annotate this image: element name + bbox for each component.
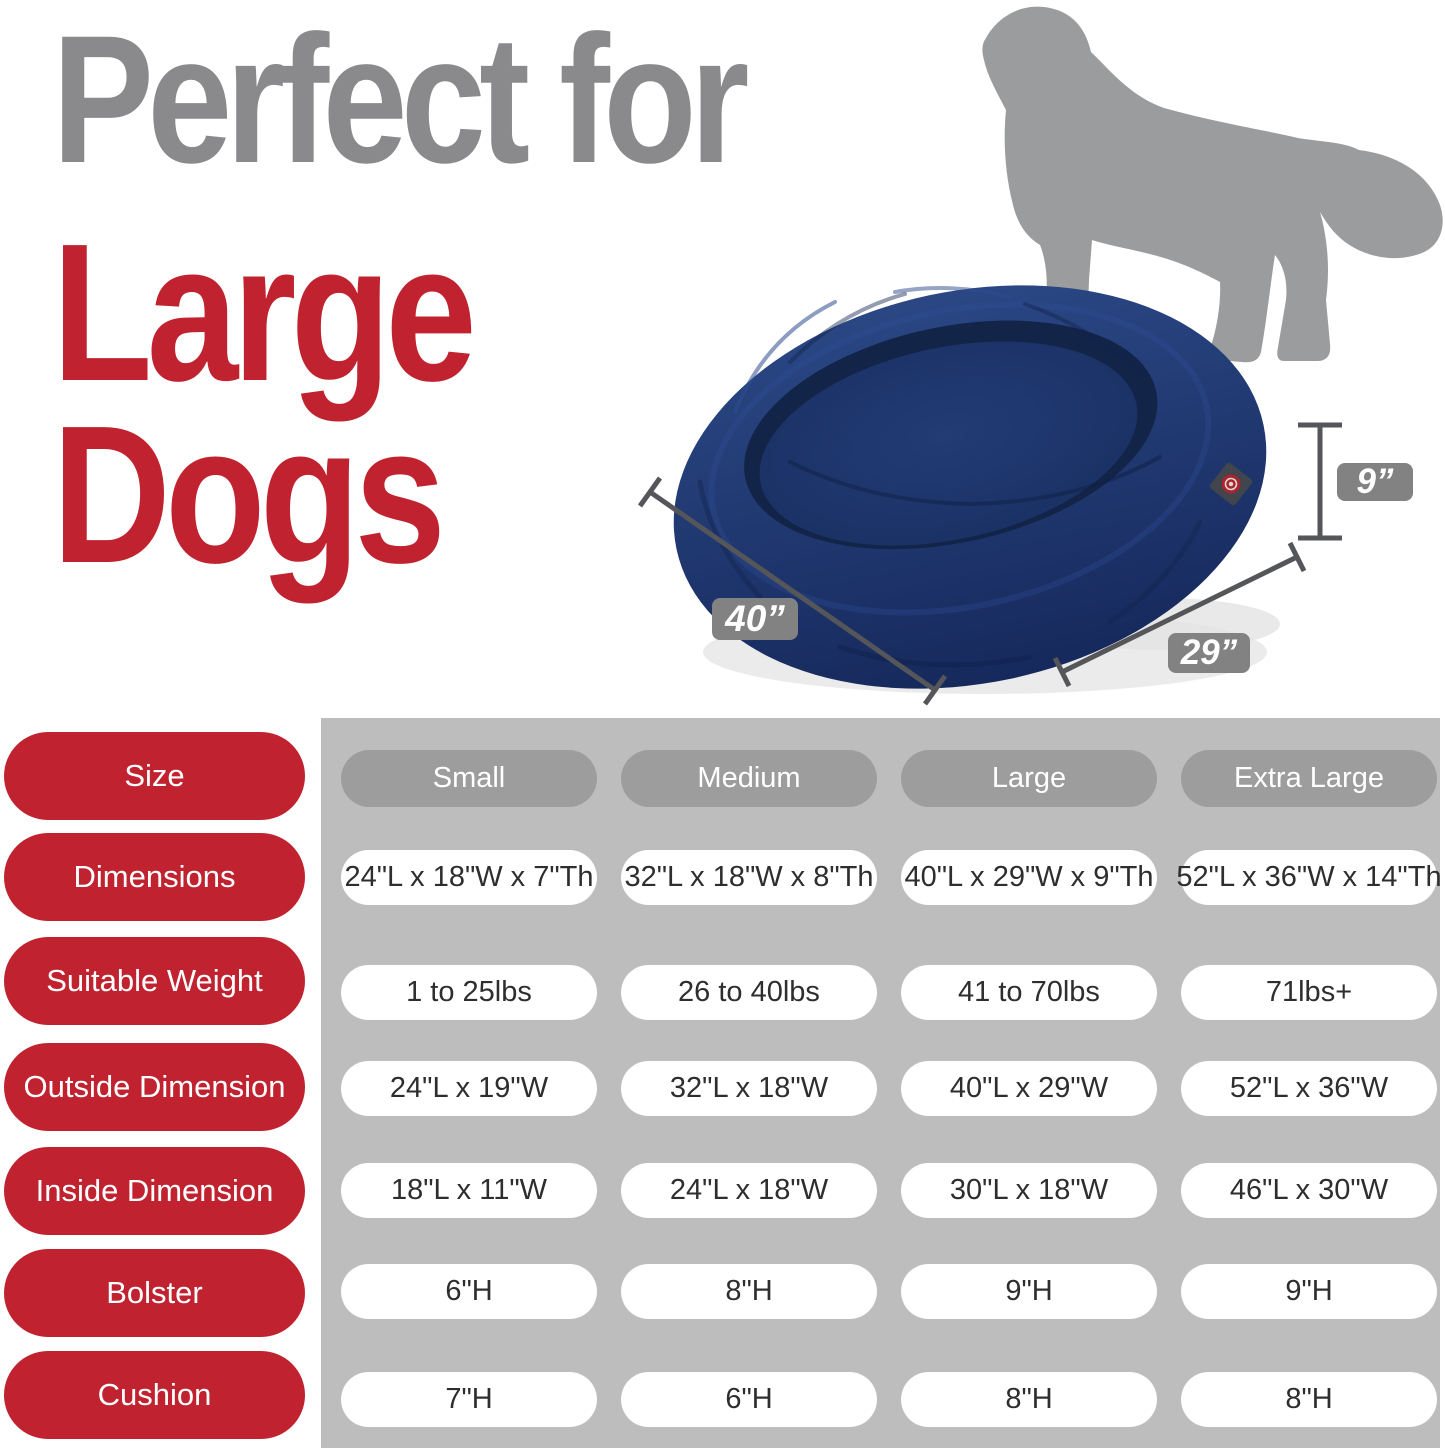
column-header-pill-medium: Medium: [621, 750, 877, 807]
table-value-pill: 1 to 25lbs: [341, 965, 597, 1020]
headline-large: Large: [52, 203, 477, 422]
table-value-pill: 18"L x 11"W: [341, 1163, 597, 1218]
table-value-pill: 46"L x 30"W: [1181, 1163, 1437, 1218]
row-label-pill-inside-dimension: Inside Dimension: [4, 1147, 305, 1235]
height-dimension-label: 9”: [1337, 462, 1413, 501]
row-label-pill-bolster: Bolster: [4, 1249, 305, 1337]
dog-silhouette-icon: [982, 6, 1443, 363]
table-value-pill: 71lbs+: [1181, 965, 1437, 1020]
table-value-pill: 8"H: [901, 1372, 1157, 1427]
table-value-pill: 24"L x 18"W: [621, 1163, 877, 1218]
table-value-pill: 9"H: [901, 1264, 1157, 1319]
dimension-lines: [637, 422, 1342, 706]
table-value-pill: 8"H: [621, 1264, 877, 1319]
table-value-pill: 8"H: [1181, 1372, 1437, 1427]
table-value-pill: 24"L x 18"W x 7"Th: [341, 850, 597, 905]
table-value-pill: 6"H: [341, 1264, 597, 1319]
table-value-pill: 24"L x 19"W: [341, 1061, 597, 1116]
column-header-pill-extra-large: Extra Large: [1181, 750, 1437, 807]
column-header-pill-large: Large: [901, 750, 1157, 807]
row-label-pill-outside-dimension: Outside Dimension: [4, 1043, 305, 1131]
depth-dimension-label: 29”: [1168, 633, 1250, 673]
table-value-pill: 40"L x 29"W: [901, 1061, 1157, 1116]
table-value-pill: 40"L x 29"W x 9"Th: [901, 850, 1157, 905]
bed-cushion: [759, 341, 1138, 546]
table-value-pill: 30"L x 18"W: [901, 1163, 1157, 1218]
table-value-pill: 52"L x 36"W: [1181, 1061, 1437, 1116]
table-value-pill: 26 to 40lbs: [621, 965, 877, 1020]
dog-bed-illustration: [673, 285, 1280, 694]
column-header-pill-small: Small: [341, 750, 597, 807]
table-value-pill: 7"H: [341, 1372, 597, 1427]
headline-dogs: Dogs: [52, 385, 446, 605]
table-value-pill: 32"L x 18"W: [621, 1061, 877, 1116]
dimension-line-length: [637, 476, 948, 706]
table-value-pill: 6"H: [621, 1372, 877, 1427]
table-value-pill: 9"H: [1181, 1264, 1437, 1319]
brand-tag-icon: [1209, 462, 1253, 506]
table-value-pill: 52"L x 36"W x 14"Th: [1176, 850, 1442, 905]
row-label-pill-cushion: Cushion: [4, 1351, 305, 1439]
dimension-line-height: [1298, 422, 1342, 541]
table-value-pill: 32"L x 18"W x 8"Th: [621, 850, 877, 905]
row-label-pill-suitable-weight: Suitable Weight: [4, 937, 305, 1025]
headline-large-dogs: Large Dogs: [52, 215, 477, 593]
bed-fold-lines: [697, 286, 1203, 668]
row-label-pill-dimensions: Dimensions: [4, 833, 305, 921]
headline-perfect-for: Perfect for: [52, 0, 749, 201]
row-label-pill-size: Size: [4, 732, 305, 820]
dimension-line-depth: [1052, 541, 1307, 688]
table-value-pill: 41 to 70lbs: [901, 965, 1157, 1020]
length-dimension-label: 40”: [712, 598, 798, 640]
